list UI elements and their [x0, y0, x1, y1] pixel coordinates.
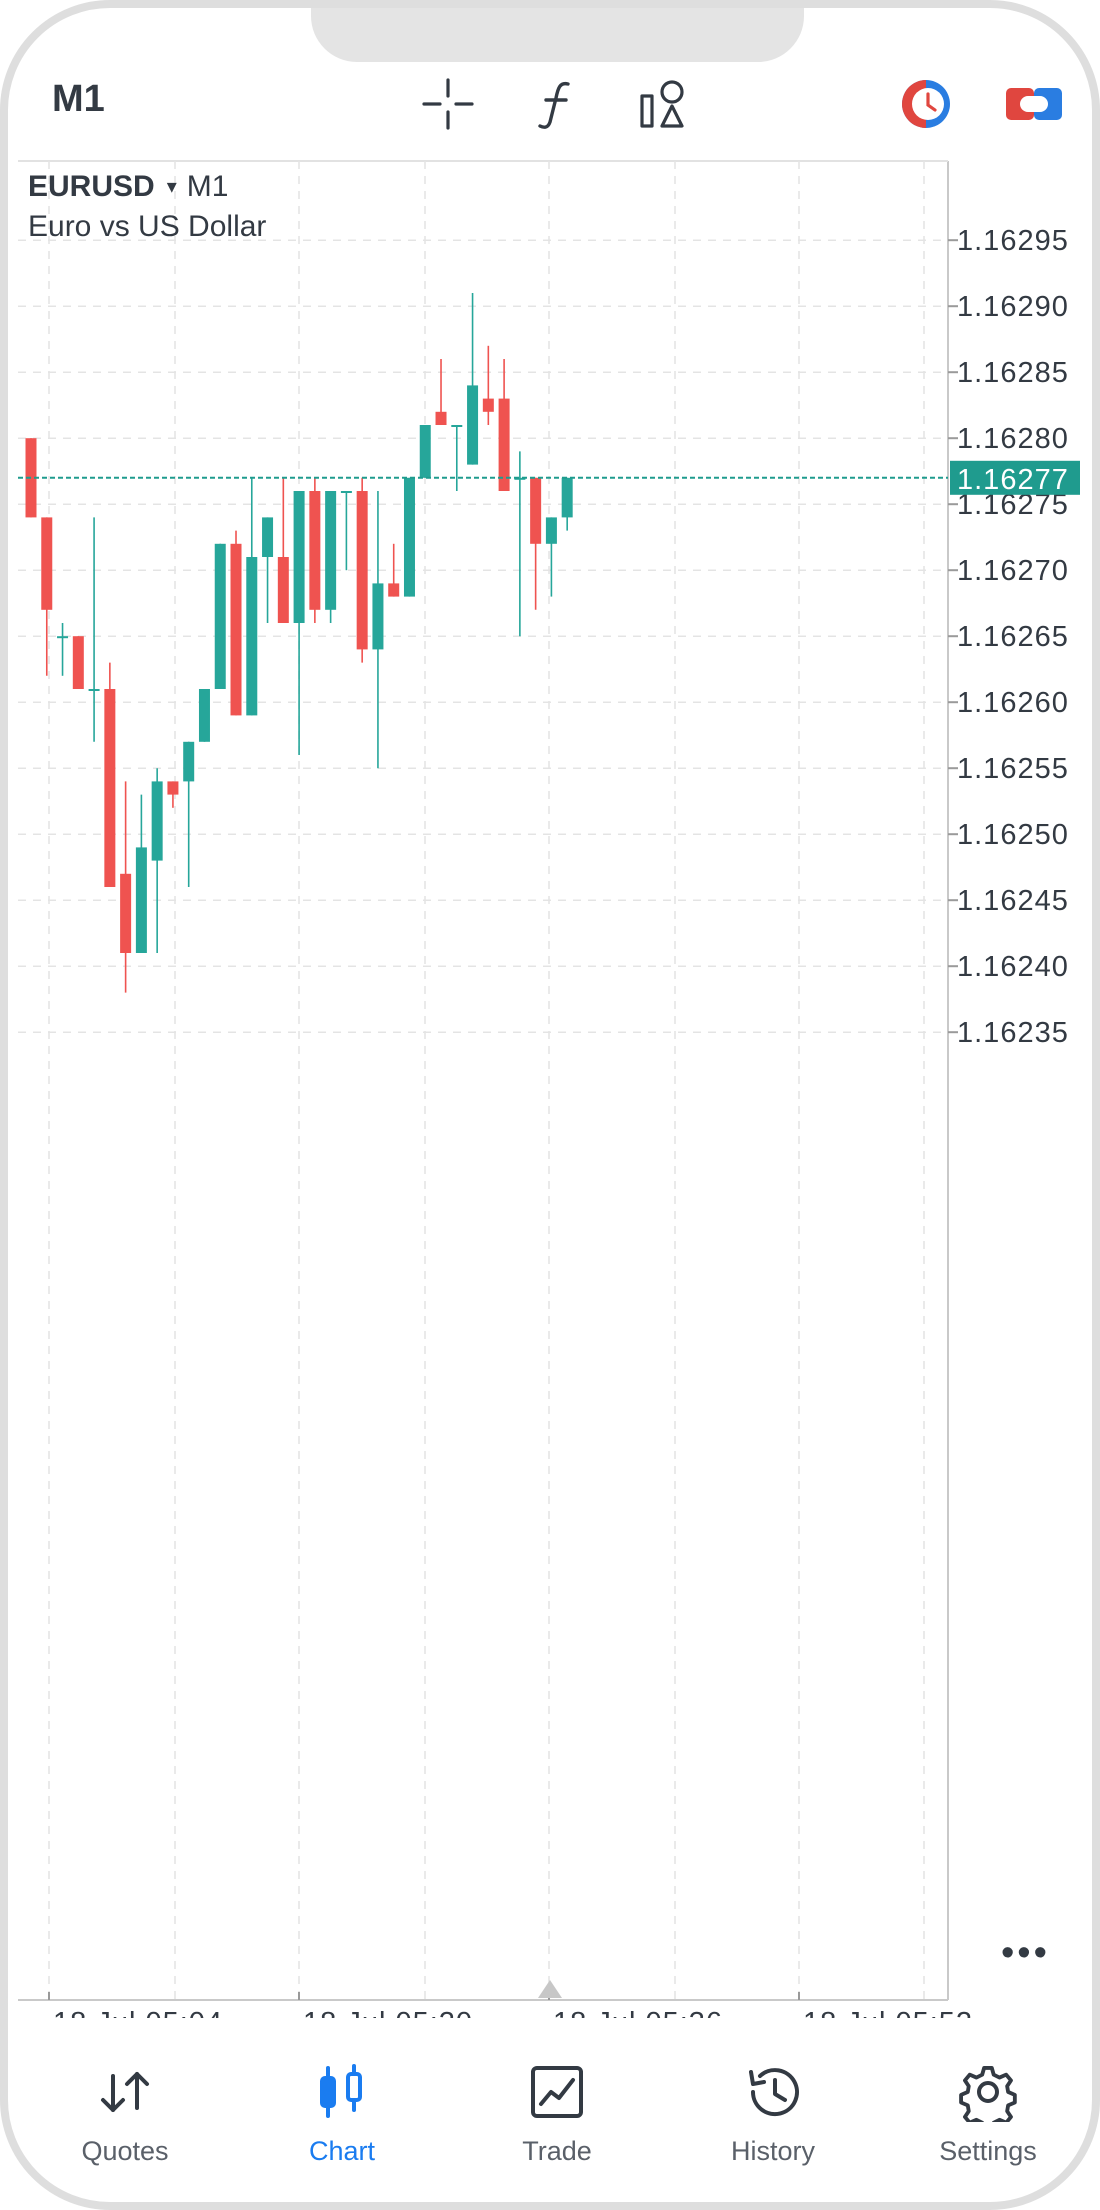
- dropdown-arrow-icon: ▾: [166, 176, 177, 198]
- chart-toolbar: M1: [8, 68, 1092, 138]
- candle-body: [230, 543, 242, 716]
- candle-body: [262, 517, 274, 557]
- candle-body: [388, 583, 400, 597]
- candle-body: [545, 517, 557, 544]
- quotes-icon: [101, 2072, 149, 2112]
- candle-body: [198, 689, 210, 742]
- history-icon: [749, 2068, 799, 2117]
- symbol-description: Euro vs US Dollar: [28, 210, 267, 243]
- candle-body: [183, 741, 195, 782]
- crosshair-icon[interactable]: [420, 76, 476, 132]
- current-price-badge: [950, 460, 1080, 495]
- candle-body: [277, 557, 289, 623]
- candle-body: [514, 477, 526, 480]
- nav-settings[interactable]: Settings: [898, 2048, 1078, 2188]
- y-tick-label: 1.16260: [957, 687, 1069, 719]
- candle-body: [561, 477, 573, 518]
- chart-shift-marker: [538, 1980, 562, 1998]
- candle-body: [72, 636, 84, 689]
- candlestick-chart[interactable]: 1.162951.162901.162851.162801.162751.162…: [8, 158, 1100, 2018]
- nav-chart[interactable]: Chart: [252, 2048, 432, 2188]
- candle-body: [167, 781, 179, 795]
- chart-icon: [320, 2064, 362, 2118]
- nav-trade[interactable]: Trade: [467, 2048, 647, 2188]
- y-tick-label: 1.16270: [957, 555, 1069, 587]
- bottom-navigation: Quotes Chart Trade: [8, 2048, 1092, 2198]
- candle-body: [246, 557, 258, 716]
- candle-body: [41, 517, 53, 610]
- y-tick-label: 1.16290: [957, 291, 1069, 323]
- symbol-selector[interactable]: EURUSD ▾ M1: [28, 170, 228, 204]
- nav-history[interactable]: History: [683, 2048, 863, 2188]
- y-tick-label: 1.16235: [957, 1017, 1069, 1049]
- trade-icon: [531, 2066, 583, 2118]
- nav-label-chart: Chart: [308, 2136, 376, 2166]
- candle-body: [57, 636, 69, 639]
- trade-toggle-icon[interactable]: [1006, 76, 1062, 132]
- y-tick-label: 1.16295: [957, 225, 1069, 257]
- candle-body: [120, 873, 132, 953]
- y-tick-label: 1.16280: [957, 423, 1069, 455]
- one-click-trading-icon[interactable]: [898, 76, 954, 132]
- nav-label-settings: Settings: [939, 2136, 1037, 2166]
- candle-body: [214, 543, 226, 689]
- candle-body: [372, 583, 384, 650]
- candle-body: [482, 398, 494, 412]
- y-tick-label: 1.16265: [957, 621, 1069, 653]
- current-price-label: 1.16277: [957, 464, 1069, 496]
- x-tick-label: 18 Jul 05:36: [553, 2007, 723, 2018]
- more-menu-icon[interactable]: •••: [1001, 1932, 1050, 1974]
- price-chart[interactable]: 1.16295 1.16290 1.16285 1.16280 1.16275 1.162…: [8, 158, 1100, 2018]
- x-tick-label: 18 Jul 05:04: [53, 2007, 223, 2018]
- y-tick-label: 1.16285: [957, 357, 1069, 389]
- candle-body: [135, 847, 147, 953]
- candle-body: [530, 477, 542, 544]
- indicators-icon[interactable]: [530, 76, 586, 132]
- y-tick-label: 1.16255: [957, 753, 1069, 785]
- y-tick-label: 1.16240: [957, 951, 1069, 983]
- candle-body: [88, 689, 100, 691]
- nav-label-trade: Trade: [522, 2136, 592, 2166]
- candle-body: [356, 491, 368, 650]
- candle-body: [419, 425, 431, 478]
- candle-body: [451, 425, 463, 427]
- candle-body: [309, 491, 321, 610]
- candle-body: [293, 491, 305, 623]
- candle-body: [498, 398, 510, 491]
- nav-label-history: History: [730, 2136, 815, 2166]
- symbol-period: M1: [186, 170, 229, 203]
- candle-body: [325, 491, 337, 610]
- candle-body: [435, 411, 447, 425]
- y-tick-label: 1.16250: [957, 819, 1069, 851]
- candle-body: [403, 477, 415, 597]
- nav-label-quotes: Quotes: [81, 2136, 169, 2166]
- nav-quotes[interactable]: Quotes: [35, 2048, 215, 2188]
- device-notch: [311, 8, 804, 62]
- y-tick-label: 1.16245: [957, 885, 1069, 917]
- x-tick-label: 18 Jul 05:52: [803, 2007, 973, 2018]
- symbol-name: EURUSD: [28, 170, 155, 203]
- settings-icon: [959, 2066, 1017, 2122]
- candle-body: [467, 385, 479, 465]
- candle-body: [151, 781, 163, 861]
- x-tick-label: 18 Jul 05:20: [303, 2007, 473, 2018]
- candle-body: [340, 491, 352, 493]
- candle-body: [104, 689, 116, 887]
- timeframe-button[interactable]: M1: [52, 78, 105, 120]
- objects-icon[interactable]: [638, 76, 694, 132]
